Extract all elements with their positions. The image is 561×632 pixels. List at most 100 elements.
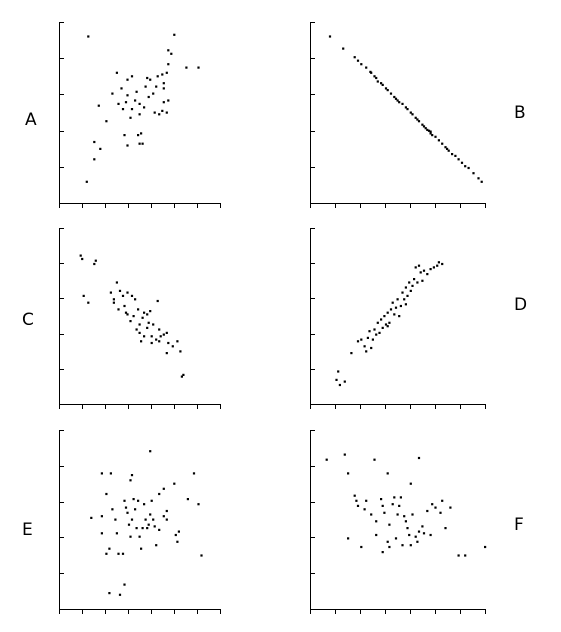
data-point-a [147, 95, 150, 99]
data-point-f [414, 535, 417, 538]
panel-label-b: B [514, 103, 526, 123]
data-point-b [426, 128, 429, 131]
data-point-b [396, 99, 399, 102]
data-point-c [180, 375, 183, 378]
data-point-b [427, 129, 431, 132]
data-point-c [137, 308, 140, 311]
data-point-e [108, 592, 111, 595]
data-point-f [484, 545, 487, 549]
data-point-a [115, 71, 118, 74]
data-point-e [114, 518, 117, 521]
data-point-b [384, 87, 388, 90]
data-point-d [426, 273, 429, 276]
data-point-b [411, 113, 414, 116]
data-point-b [416, 118, 419, 121]
data-point-d [422, 269, 426, 272]
data-point-e [149, 513, 152, 516]
data-point-a [87, 35, 90, 38]
data-point-f [356, 504, 360, 507]
data-point-c [81, 257, 84, 261]
data-point-d [414, 266, 417, 269]
data-point-e [153, 525, 156, 528]
data-point-e [158, 528, 161, 531]
data-point-a [149, 78, 152, 81]
data-point-f [388, 523, 391, 526]
data-point-a [185, 66, 188, 69]
data-point-b [431, 134, 434, 137]
data-point-a [144, 85, 147, 88]
data-point-a [99, 147, 102, 150]
data-point-a [152, 92, 155, 95]
data-point-f [393, 496, 396, 499]
data-point-f [439, 511, 442, 514]
data-point-e [105, 552, 108, 555]
data-point-b [342, 47, 345, 50]
data-point-a [111, 92, 114, 95]
data-point-c [143, 311, 146, 314]
data-point-e [134, 508, 137, 511]
data-point-f [449, 506, 452, 509]
data-point-d [365, 350, 368, 353]
data-point-d [398, 315, 401, 318]
data-point-d [343, 380, 346, 383]
data-point-e [186, 498, 189, 501]
data-point-d [406, 294, 409, 297]
data-point-e [90, 516, 93, 519]
data-point-d [384, 323, 388, 326]
data-point-e [200, 554, 203, 557]
data-point-d [389, 308, 393, 311]
data-point-a [165, 71, 168, 74]
data-point-b [417, 120, 421, 123]
data-point-d [409, 289, 412, 292]
data-point-d [350, 352, 353, 355]
data-point-f [343, 453, 346, 456]
data-point-e [118, 593, 122, 596]
data-point-d [371, 338, 374, 341]
data-point-a [143, 106, 146, 109]
data-point-a [162, 101, 165, 104]
data-point-e [130, 518, 134, 521]
data-point-d [366, 336, 369, 339]
data-point-b [393, 95, 396, 99]
data-point-c [155, 338, 158, 341]
data-point-b [464, 165, 467, 168]
data-point-b [401, 102, 404, 105]
data-point-a [138, 113, 141, 116]
data-point-f [422, 532, 426, 535]
data-point-d [373, 328, 376, 331]
panel-label-f: F [514, 515, 524, 535]
data-point-c [130, 294, 134, 297]
data-point-b [460, 161, 464, 164]
data-point-d [403, 298, 406, 301]
data-point-f [386, 540, 389, 543]
data-point-e [144, 518, 147, 521]
data-point-e [197, 503, 200, 506]
data-point-d [436, 264, 439, 267]
data-point-b [480, 180, 483, 183]
data-point-e [105, 492, 108, 496]
data-point-f [409, 544, 412, 547]
data-point-f [365, 499, 368, 502]
data-point-b [437, 139, 440, 142]
data-point-b [434, 135, 437, 138]
panel-c: C [22, 228, 221, 409]
data-point-c [146, 313, 149, 316]
data-point-e [135, 527, 138, 530]
data-point-b [429, 130, 432, 133]
data-point-c [112, 301, 115, 304]
data-point-f [386, 472, 389, 475]
data-point-b [394, 97, 398, 100]
data-point-c [126, 313, 129, 316]
data-point-e [141, 527, 144, 530]
data-point-f [421, 525, 424, 528]
data-point-b [472, 172, 475, 175]
data-point-d [429, 268, 432, 271]
data-point-b [376, 80, 379, 83]
data-point-c [150, 341, 153, 345]
data-point-b [467, 166, 470, 170]
data-point-e [174, 533, 177, 537]
panel-f: F [310, 430, 524, 614]
data-point-d [386, 325, 389, 328]
data-point-e [130, 474, 134, 477]
data-point-f [353, 494, 356, 497]
